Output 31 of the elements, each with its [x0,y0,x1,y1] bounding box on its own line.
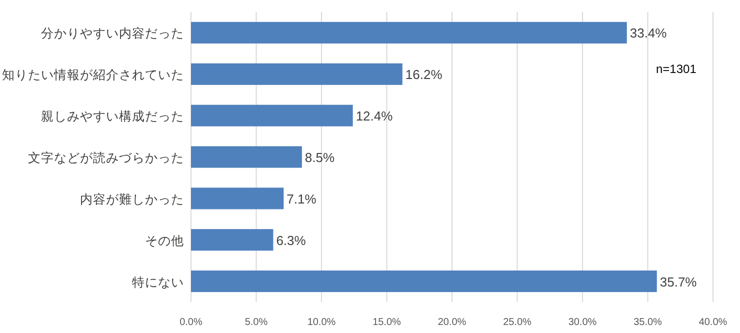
data-label: 8.5% [304,150,335,165]
bar [191,63,402,85]
y-tick-label: 内容が難しかった [80,191,184,206]
y-tick-label: 文字などが読みづらかった [28,150,184,165]
x-tick-label: 5.0% [244,317,268,328]
annotation: n=1301 [656,62,697,76]
x-tick-label: 10.0% [307,317,336,328]
bar [191,229,274,251]
bar [191,22,627,44]
x-tick-label: 35.0% [634,317,662,328]
data-label: 33.4% [630,26,668,41]
data-label: 35.7% [660,274,698,290]
x-tick-label: 15.0% [372,317,402,328]
bar [191,188,284,210]
bar [191,104,353,126]
data-label: 16.2% [405,67,443,82]
y-tick-label: 特にない [132,275,184,290]
y-tick-label: 分かりやすい内容だった [41,26,184,41]
x-tick-label: 25.0% [503,317,532,328]
data-label: 7.1% [286,191,317,206]
bar [191,146,302,168]
y-tick-label: 知りたい情報が紹介されていた [2,68,184,82]
x-tick-label: 40.0% [698,317,728,328]
data-label: 6.3% [276,232,306,248]
bar [191,270,657,292]
y-tick-label: その他 [145,234,184,248]
y-tick-label: 親しみやすい構成だった [41,110,184,124]
data-label: 12.4% [356,108,394,124]
x-tick-label: 30.0% [568,317,597,328]
x-tick-label: 20.0% [438,317,466,328]
x-tick-label: 0.0% [180,317,203,328]
